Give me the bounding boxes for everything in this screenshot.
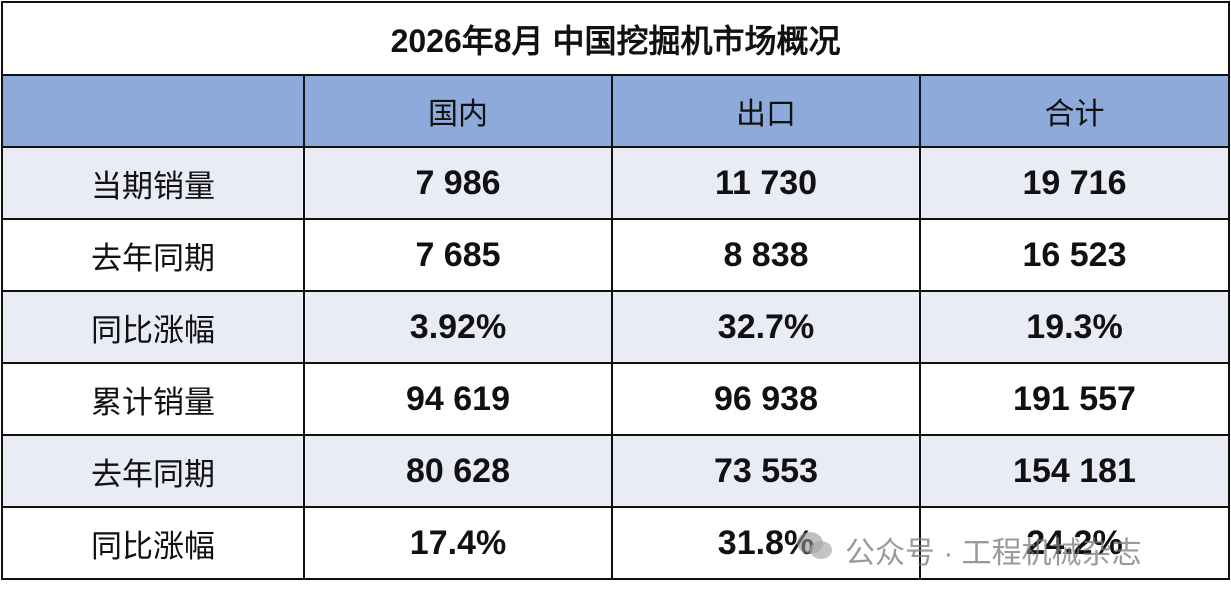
data-cell: 19.3% [918,290,1231,364]
header-corner [1,74,305,148]
data-row: 累计销量 94 619 96 938 191 557 [1,362,1231,436]
row-label: 当期销量 [1,146,305,220]
data-cell: 191 557 [918,362,1231,436]
data-row: 当期销量 7 986 11 730 19 716 [1,146,1231,220]
data-cell: 16 523 [918,218,1231,292]
data-row: 同比涨幅 17.4% 31.8% 24.2% [1,506,1231,580]
data-cell: 73 553 [611,434,921,508]
row-label: 去年同期 [1,218,305,292]
data-cell: 11 730 [611,146,921,220]
row-label: 同比涨幅 [1,290,305,364]
row-label: 累计销量 [1,362,305,436]
data-cell: 7 685 [303,218,613,292]
data-cell: 154 181 [918,434,1231,508]
market-table: 2026年8月 中国挖掘机市场概况 国内 出口 合计 当期销量 7 986 11 730 1… [0,1,1231,580]
header-cell: 国内 [303,74,613,148]
data-cell: 80 628 [303,434,613,508]
header-row: 国内 出口 合计 [1,74,1231,148]
data-cell: 7 986 [303,146,613,220]
data-cell: 3.92% [303,290,613,364]
row-label: 去年同期 [1,434,305,508]
data-cell: 17.4% [303,506,613,580]
data-cell: 96 938 [611,362,921,436]
data-cell: 32.7% [611,290,921,364]
table-body: 2026年8月 中国挖掘机市场概况 国内 出口 合计 当期销量 7 986 11 730 1… [0,1,1231,580]
data-cell: 24.2% [918,506,1231,580]
header-cell: 合计 [918,74,1231,148]
data-row: 去年同期 7 685 8 838 16 523 [1,218,1231,292]
table-title: 2026年8月 中国挖掘机市场概况 [0,1,1231,76]
row-label: 同比涨幅 [1,506,305,580]
header-cell: 出口 [611,74,921,148]
data-cell: 19 716 [918,146,1231,220]
data-row: 同比涨幅 3.92% 32.7% 19.3% [1,290,1231,364]
data-cell: 8 838 [611,218,921,292]
data-row: 去年同期 80 628 73 553 154 181 [1,434,1231,508]
watermark-icon [797,532,832,559]
data-cell: 94 619 [303,362,613,436]
title-row: 2026年8月 中国挖掘机市场概况 [0,1,1231,76]
watermark: 公众号 · 工程机械杂志 [845,537,1142,570]
